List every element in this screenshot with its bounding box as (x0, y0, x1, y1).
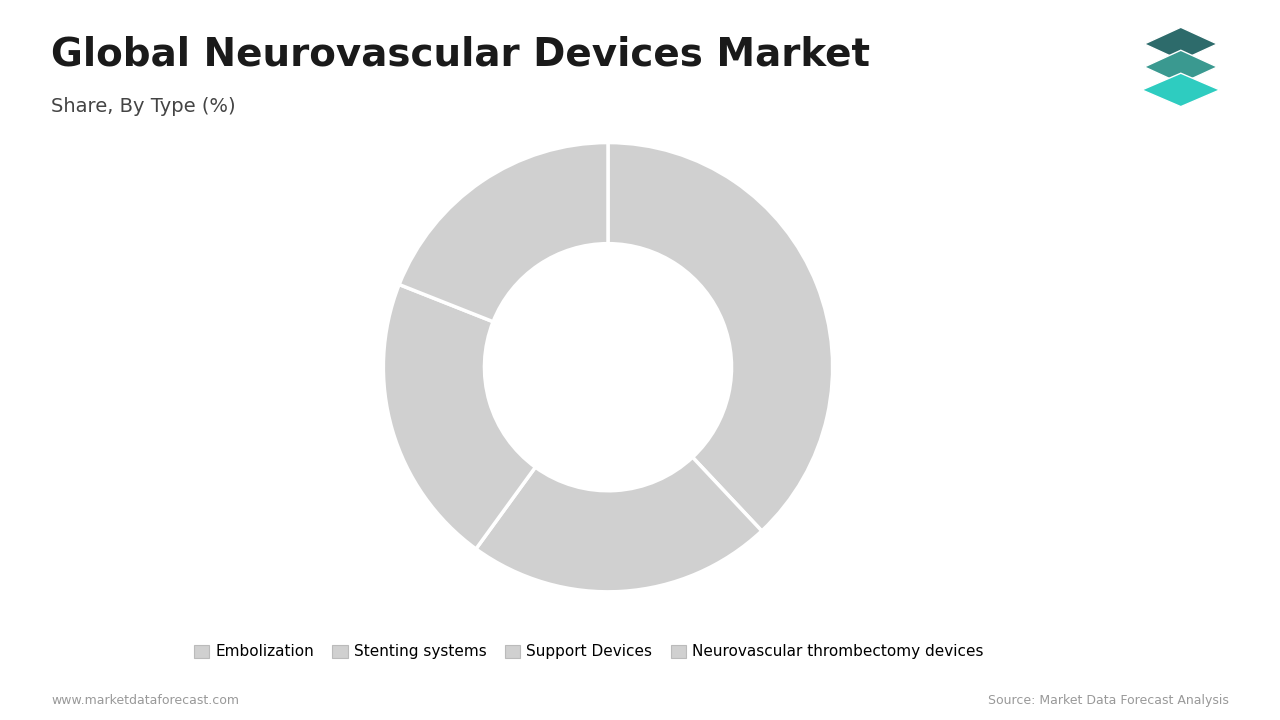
Legend: Embolization, Stenting systems, Support Devices, Neurovascular thrombectomy devi: Embolization, Stenting systems, Support … (188, 639, 989, 665)
Text: www.marketdataforecast.com: www.marketdataforecast.com (51, 694, 239, 707)
Polygon shape (1144, 50, 1217, 84)
Text: Global Neurovascular Devices Market: Global Neurovascular Devices Market (51, 36, 870, 74)
Wedge shape (608, 143, 832, 531)
Polygon shape (1142, 73, 1220, 107)
Text: Share, By Type (%): Share, By Type (%) (51, 97, 236, 116)
Wedge shape (476, 457, 762, 592)
Wedge shape (399, 143, 608, 322)
Wedge shape (384, 284, 535, 549)
Text: Source: Market Data Forecast Analysis: Source: Market Data Forecast Analysis (988, 694, 1229, 707)
Polygon shape (1144, 27, 1217, 60)
